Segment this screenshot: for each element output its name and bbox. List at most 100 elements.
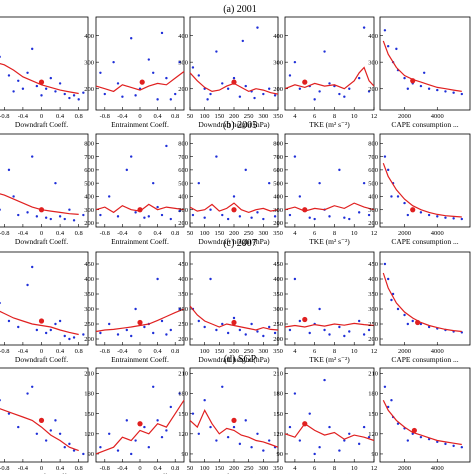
mean-line [0,310,79,336]
scatter-point [411,319,414,323]
highlight-marker [231,319,237,326]
x-tick-label: 4 [293,230,297,237]
panel-frame [379,367,471,463]
scatter-point [268,181,271,185]
x-tick-label: 300 [258,465,268,472]
scatter-point [178,209,181,213]
x-tick-label: 0 [40,465,43,472]
y-tick-label: 800 [84,141,94,148]
scatter-point [318,446,321,449]
scatter-point [26,392,29,395]
scatter-point [108,322,111,326]
scatter-point [215,155,218,158]
scatter-point [209,425,212,429]
mean-line [382,40,462,92]
x-tick-label: 350 [273,113,283,120]
panel-frame [284,16,375,111]
y-tick-label: 250 [273,321,283,328]
scatter-point [125,419,128,422]
x-tick-label: 0.4 [56,113,65,120]
scatter-point [256,432,259,435]
y-tick-label: 180 [84,391,94,398]
x-axis-label: Entrainment Coeff. [111,355,169,364]
scatter-point [390,399,393,402]
scatter-point [328,215,331,218]
y-tick-label: 150 [273,411,283,418]
scatter-point [293,155,297,158]
scatter-point [318,90,321,93]
highlight-marker [38,417,45,423]
scatter-point [221,82,224,85]
y-tick-label: 450 [84,261,94,268]
mean-line [284,422,375,442]
scatter-point [31,155,34,158]
y-tick-label: 600 [368,167,378,174]
scatter-point [406,322,410,326]
scatter-point [0,55,1,59]
scatter-point [244,84,247,88]
scatter-point [169,98,172,101]
panel-frame [0,251,89,346]
x-tick-label: 0.4 [56,230,65,237]
x-tick-label: -0.8 [100,348,110,355]
x-tick-label: 350 [273,465,283,472]
panel-1-1: -0.8 -0.4 0 0.4 0.8 Downdraft Coeff. [0,16,89,129]
scatter-point [367,90,371,93]
panel-3-4: 4 6 8 10 12 200 250 300 350 400 450 TKE (m² s⁻²) [273,251,377,364]
scatter-point [99,446,102,449]
scatter-point [313,98,316,101]
scatter-point [169,217,172,221]
scatter-point [268,439,271,442]
x-tick-label: 0.4 [154,348,163,355]
x-tick-label: 0.4 [154,230,163,237]
highlight-marker [139,79,145,85]
highlight-marker [38,318,45,324]
x-tick-label: 0.8 [171,113,179,120]
x-tick-label: 8 [333,230,336,237]
x-tick-label: 12 [371,113,378,120]
y-tick-label: 400 [178,276,188,283]
scatter-point [125,168,128,172]
scatter-point [0,301,1,305]
highlight-marker [231,207,237,213]
x-axis-label: TKE (m² s⁻²) [309,355,350,364]
scatter-point [250,322,253,326]
panel-4-1: -0.8 -0.4 0 0.4 0.8 Downdraft Coeff. [0,367,89,474]
scatter-point [273,331,277,335]
scatter-point [241,39,244,43]
panel-1-2: -0.8 -0.4 0 0.4 0.8 200 300 400 Entrainment Coef… [84,16,185,129]
scatter-point [403,201,406,205]
scatter-point [63,334,66,338]
scatter-point [396,195,400,198]
scatter-point [49,429,52,432]
scatter-point [130,452,133,456]
scatter-point [152,181,155,185]
scatter-point [63,92,66,96]
y-tick-label: 400 [178,33,188,40]
mean-line [95,308,185,333]
scatter-point [436,88,439,92]
x-tick-label: 10 [351,465,358,472]
y-tick-label: 180 [178,391,188,398]
scatter-point [362,26,366,29]
scatter-point [35,215,39,218]
scatter-point [238,95,242,98]
panel-frame [379,133,471,228]
y-tick-label: 700 [84,154,94,161]
y-tick-label: 300 [273,306,283,313]
mean-line [189,202,279,214]
scatter-point [250,446,253,449]
scatter-point [63,446,66,449]
scatter-point [116,215,120,218]
scatter-point [383,155,387,158]
scatter-point [232,195,236,198]
x-tick-label: 200 [229,230,239,237]
y-tick-label: 400 [178,194,188,201]
y-tick-label: 400 [273,194,283,201]
scatter-point [367,213,371,217]
x-tick-label: 6 [313,113,317,120]
x-tick-label: 300 [258,348,268,355]
highlight-marker [302,316,308,323]
panel-frame [0,133,89,228]
scatter-point [288,213,292,217]
